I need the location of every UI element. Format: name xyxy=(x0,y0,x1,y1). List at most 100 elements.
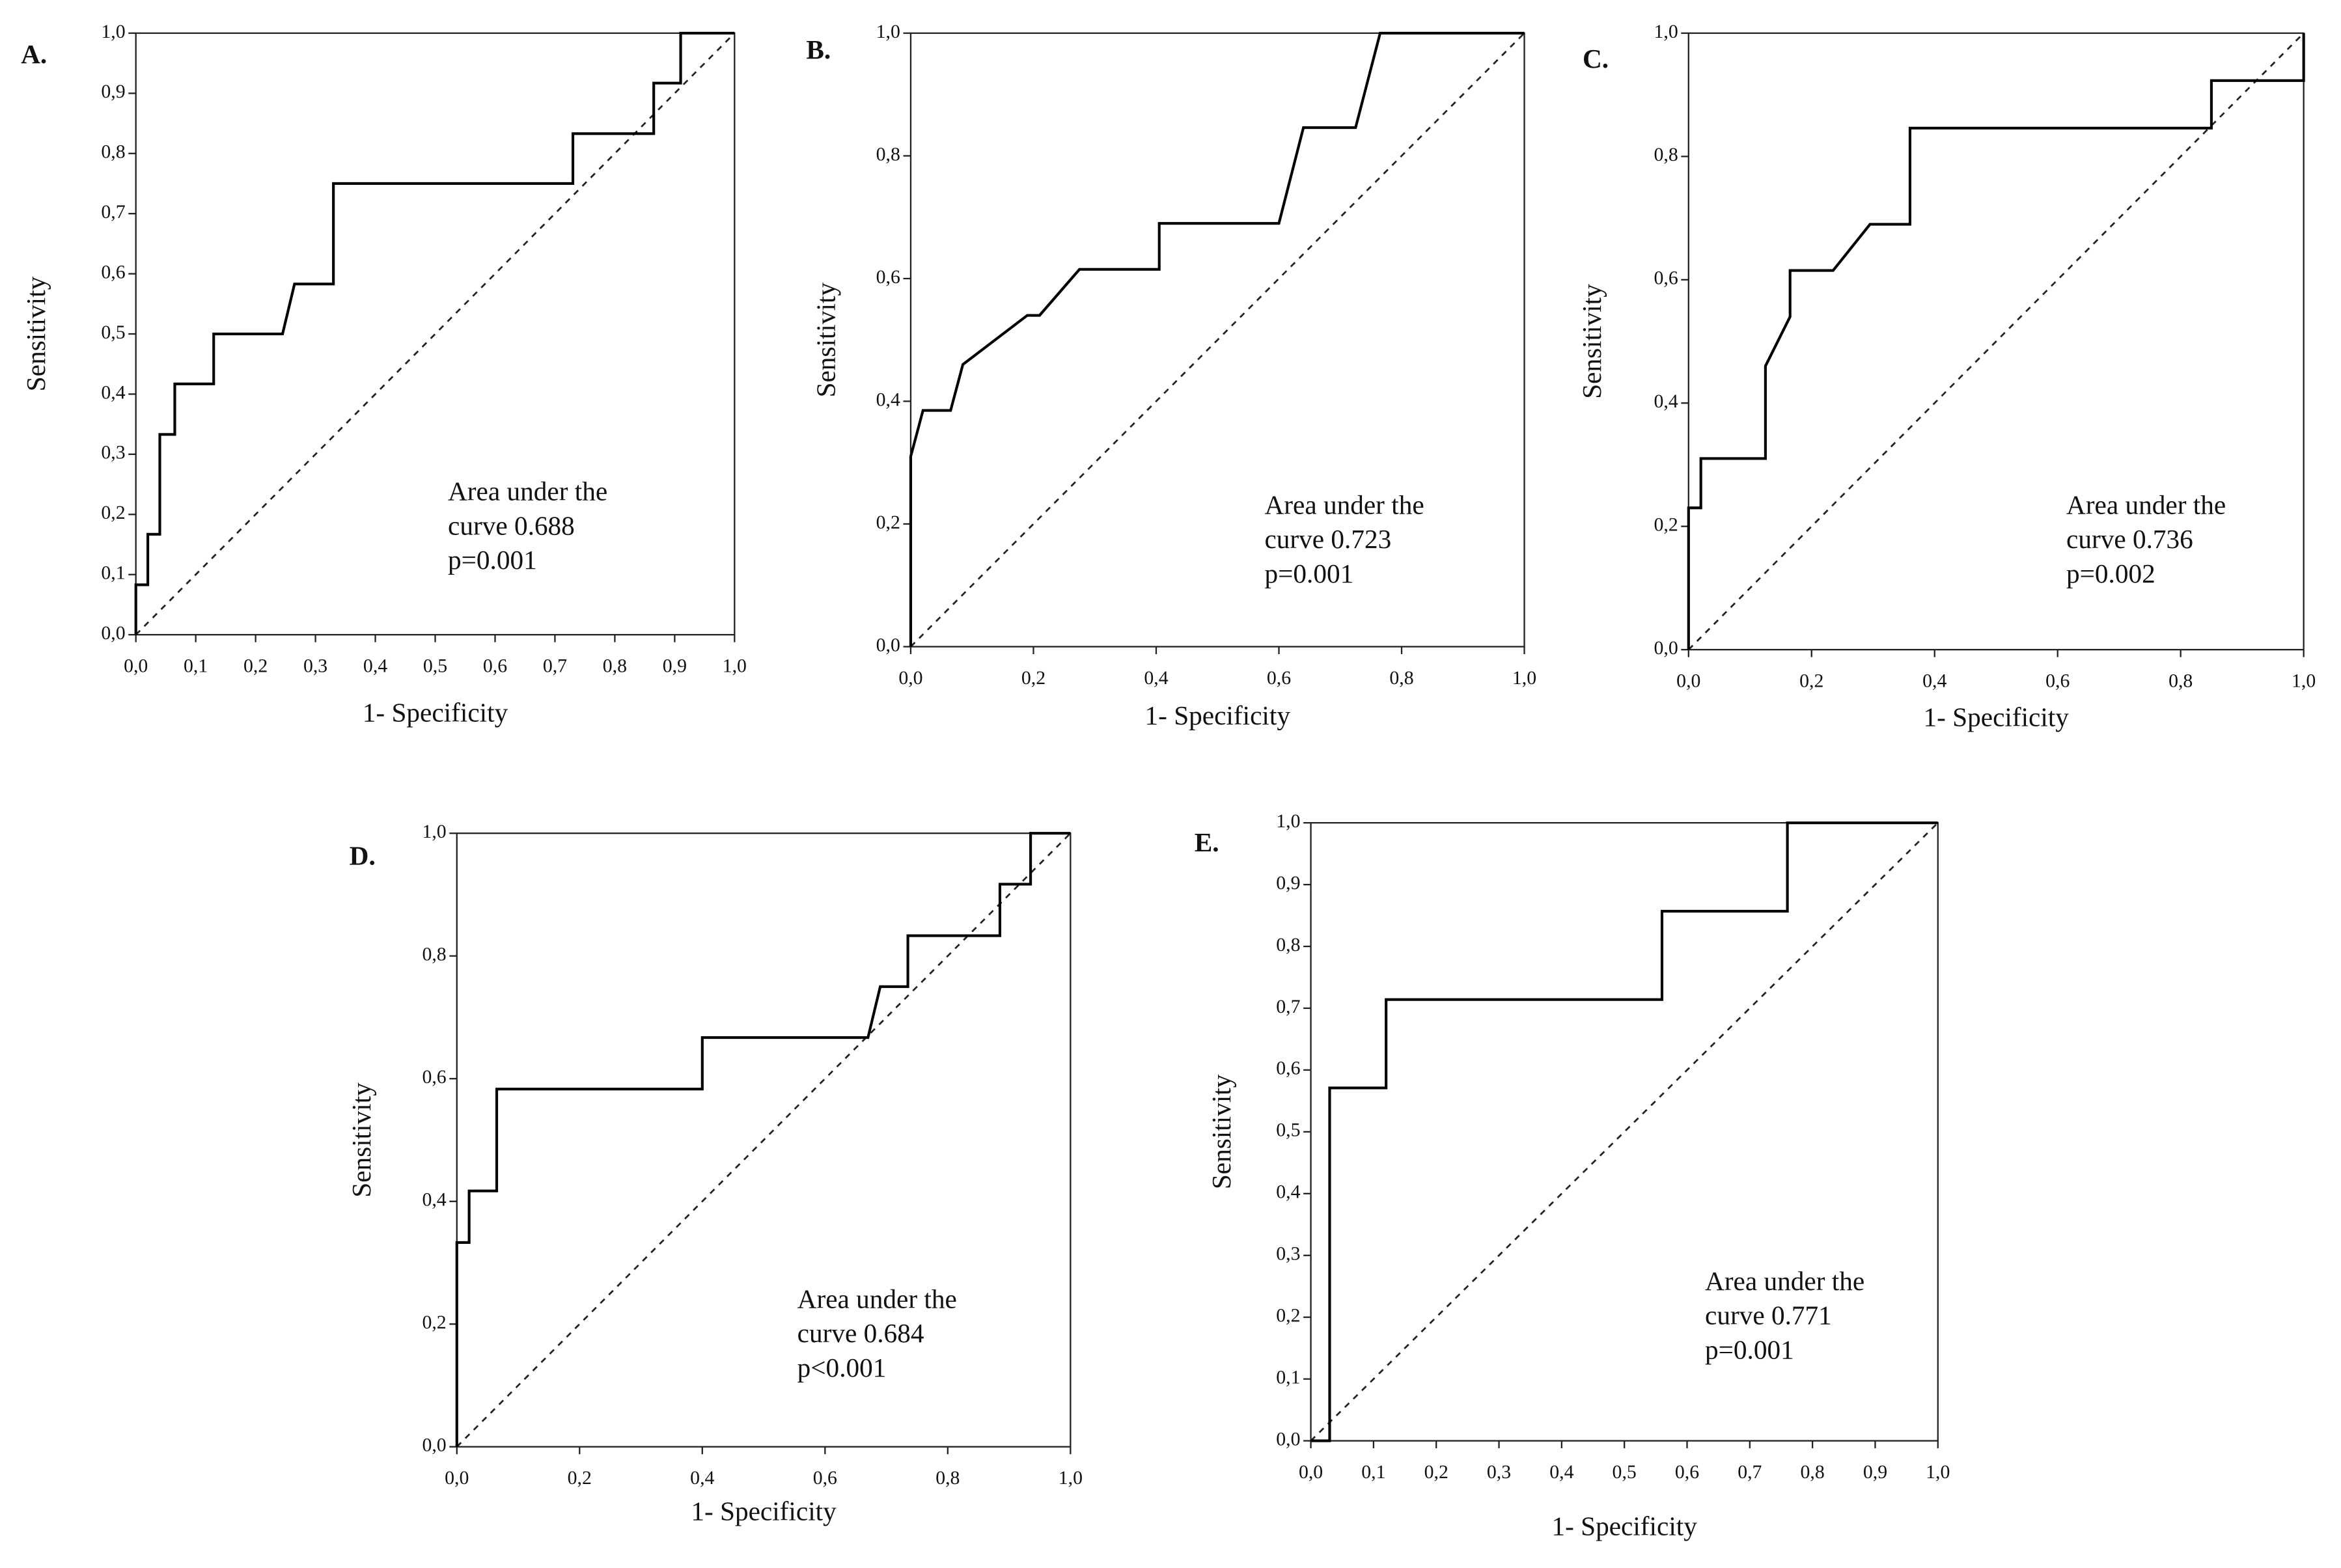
y-tick-label: 0,6 xyxy=(1654,268,1678,289)
plot-frame xyxy=(1687,32,2305,651)
x-tick-label: 0,6 xyxy=(1675,1461,1699,1483)
y-tick-label: 1,0 xyxy=(1654,21,1678,42)
y-tick-label: 0,4 xyxy=(1276,1181,1300,1203)
x-axis-label: 1- Specificity xyxy=(363,697,508,727)
panel-label: E. xyxy=(1195,827,1219,857)
y-axis-label: Sensitivity xyxy=(810,282,840,398)
x-tick-label: 0,5 xyxy=(423,655,447,676)
y-tick-label: 0,0 xyxy=(1654,637,1678,659)
x-tick-label: 0,6 xyxy=(1267,667,1291,689)
x-axis-label: 1- Specificity xyxy=(1145,700,1291,730)
annotation: p=0.001 xyxy=(448,545,537,575)
x-tick-label: 0,4 xyxy=(690,1467,714,1489)
x-axis-label: 1- Specificity xyxy=(1551,1511,1697,1541)
y-tick-label: 0,4 xyxy=(422,1189,446,1211)
x-tick-label: 0,2 xyxy=(1021,667,1046,689)
roc-curve xyxy=(909,31,1525,647)
y-tick-label: 0,6 xyxy=(422,1066,446,1088)
annotation: p=0.002 xyxy=(2066,558,2155,588)
y-axis-label: Sensitivity xyxy=(21,276,51,391)
annotation: Area under the xyxy=(1705,1266,1864,1296)
plot-frame xyxy=(909,32,1525,648)
x-tick-label: 0,3 xyxy=(303,655,327,676)
reference-line xyxy=(1310,822,1939,1442)
x-tick-label: 0,4 xyxy=(1549,1461,1573,1483)
y-tick-label: 0,9 xyxy=(101,81,125,102)
x-tick-label: 0,6 xyxy=(813,1467,837,1489)
x-tick-label: 0,2 xyxy=(1424,1461,1448,1483)
x-tick-label: 0,2 xyxy=(243,655,268,676)
x-tick-label: 0,8 xyxy=(1801,1461,1825,1483)
y-tick-label: 1,0 xyxy=(422,821,446,842)
y-tick-label: 0,1 xyxy=(1276,1366,1300,1388)
y-axis-label: Sensitivity xyxy=(1577,284,1607,399)
panel-label: A. xyxy=(21,39,47,69)
roc-curve xyxy=(1310,821,1938,1442)
roc-curve xyxy=(134,31,735,635)
x-tick-label: 0,0 xyxy=(1676,670,1700,691)
y-tick-label: 0,5 xyxy=(101,322,125,343)
x-tick-label: 1,0 xyxy=(1926,1461,1950,1483)
x-tick-label: 0,2 xyxy=(1799,670,1823,691)
x-tick-label: 0,4 xyxy=(1144,667,1168,689)
x-tick-label: 0,8 xyxy=(1389,667,1413,689)
x-tick-label: 0,1 xyxy=(184,655,208,676)
annotation: curve 0.771 xyxy=(1705,1300,1832,1330)
roc-chart: 0,0 0,2 0,4 0,6 0,8 1,0 0,0 0,2 0,4 0,6 0,8 1,0 B. 1-… xyxy=(806,21,1536,730)
y-tick-label: 1,0 xyxy=(1276,810,1300,832)
y-tick-label: 0,4 xyxy=(876,389,900,410)
x-tick-label: 0,4 xyxy=(1922,670,1946,691)
x-tick-label: 0,0 xyxy=(898,667,922,689)
annotation: p=0.001 xyxy=(1705,1334,1794,1364)
roc-chart: 0,0 0,1 0,2 0,3 0,4 0,5 0,6 0,7 0,8 0,9 1,0 0,0 0,1 0… xyxy=(1195,810,1950,1541)
panel-label: D. xyxy=(350,841,376,871)
reference-line xyxy=(1687,32,2305,651)
reference-line xyxy=(456,832,1072,1448)
y-tick-label: 1,0 xyxy=(101,21,125,42)
y-tick-label: 0,5 xyxy=(1276,1120,1300,1141)
x-tick-label: 0,0 xyxy=(445,1467,469,1489)
y-tick-label: 0,2 xyxy=(101,502,125,523)
roc-chart: 0,0 0,1 0,2 0,3 0,4 0,5 0,6 0,7 0,8 0,9 1,0 0,0 0,1 0… xyxy=(21,21,747,728)
y-tick-label: 0,4 xyxy=(1654,391,1678,412)
x-tick-label: 0,1 xyxy=(1361,1461,1385,1483)
y-tick-label: 0,6 xyxy=(101,261,125,282)
y-tick-label: 0,2 xyxy=(422,1312,446,1333)
y-axis-label: Sensitivity xyxy=(1206,1074,1236,1189)
panel-label: C. xyxy=(1583,44,1609,74)
annotation: Area under the xyxy=(448,476,607,506)
x-tick-label: 0,2 xyxy=(568,1467,592,1489)
y-tick-label: 0,8 xyxy=(876,143,900,165)
plot-frame xyxy=(456,832,1072,1448)
annotation: curve 0.688 xyxy=(448,511,575,541)
x-tick-label: 0,9 xyxy=(663,655,687,676)
x-tick-label: 1,0 xyxy=(723,655,747,676)
y-axis-label: Sensitivity xyxy=(346,1082,376,1198)
x-tick-label: 0,7 xyxy=(1738,1461,1762,1483)
x-tick-label: 1,0 xyxy=(2292,670,2316,691)
x-tick-label: 0,0 xyxy=(1299,1461,1323,1483)
y-tick-label: 0,4 xyxy=(101,381,125,403)
y-tick-label: 0,0 xyxy=(1276,1428,1300,1450)
y-tick-label: 0,6 xyxy=(1276,1058,1300,1079)
x-tick-label: 1,0 xyxy=(1059,1467,1083,1489)
y-tick-label: 0,0 xyxy=(101,622,125,644)
y-tick-label: 0,2 xyxy=(1276,1305,1300,1327)
x-tick-label: 0,6 xyxy=(2045,670,2070,691)
roc-chart: 0,0 0,2 0,4 0,6 0,8 1,0 0,0 0,2 0,4 0,6 0,8 1,0 D. 1-… xyxy=(346,821,1083,1526)
y-tick-label: 0,0 xyxy=(876,634,900,655)
y-tick-label: 0,0 xyxy=(422,1435,446,1456)
y-tick-label: 0,2 xyxy=(1654,514,1678,536)
y-tick-label: 0,8 xyxy=(1276,934,1300,956)
annotation: Area under the xyxy=(2066,489,2226,519)
roc-chart: 0,0 0,2 0,4 0,6 0,8 1,0 0,0 0,2 0,4 0,6 0,8 1,0 C. 1-… xyxy=(1577,21,2316,732)
x-tick-label: 1,0 xyxy=(1512,667,1536,689)
annotation: Area under the xyxy=(797,1284,957,1314)
annotation: curve 0.684 xyxy=(797,1318,924,1348)
y-tick-label: 0,8 xyxy=(1654,144,1678,165)
x-tick-label: 0,7 xyxy=(543,655,567,676)
x-tick-label: 0,4 xyxy=(363,655,387,676)
annotation: curve 0.736 xyxy=(2066,524,2193,554)
y-tick-label: 0,3 xyxy=(101,442,125,463)
